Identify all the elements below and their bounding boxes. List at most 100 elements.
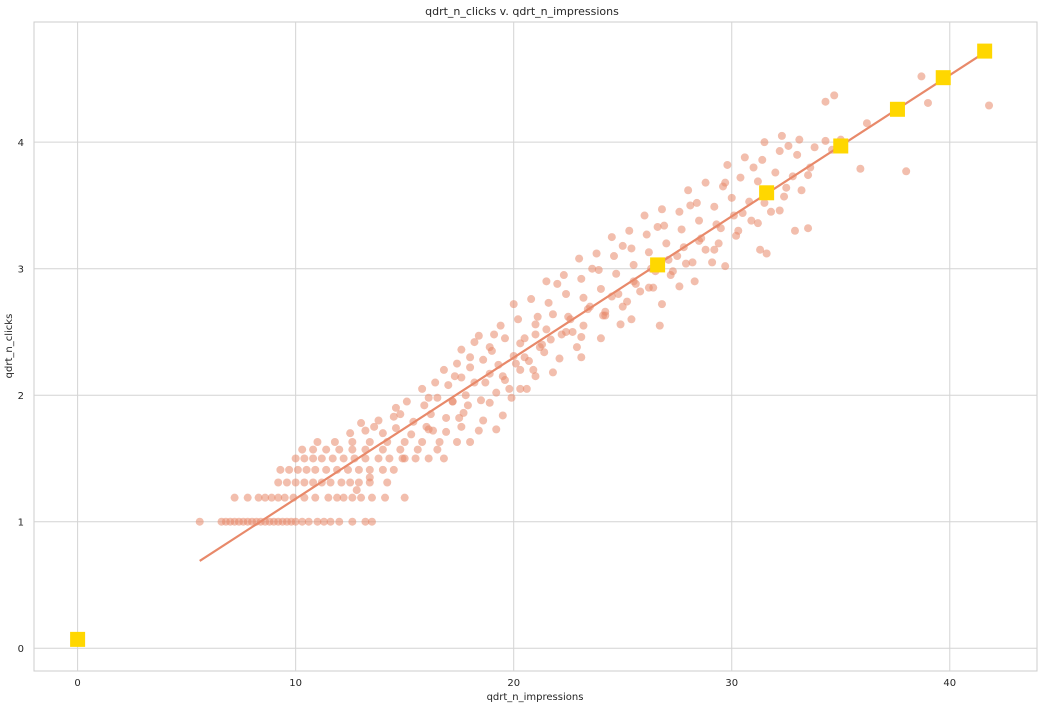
data-point	[492, 425, 501, 434]
data-point	[396, 445, 405, 454]
data-point	[276, 465, 285, 474]
data-point	[280, 493, 289, 502]
data-point	[542, 277, 551, 286]
data-point	[322, 465, 331, 474]
data-point	[346, 478, 355, 487]
data-point	[396, 410, 405, 419]
data-point	[766, 207, 775, 216]
data-point	[784, 141, 793, 150]
data-point	[527, 295, 536, 304]
y-tick-label: 3	[18, 265, 24, 276]
data-point	[596, 334, 605, 343]
data-point	[695, 216, 704, 225]
data-point	[370, 422, 379, 431]
data-point	[291, 517, 300, 526]
data-point	[688, 258, 697, 267]
data-point	[474, 426, 483, 435]
data-point	[520, 353, 529, 362]
data-point	[675, 282, 684, 291]
data-point	[599, 311, 608, 320]
data-point	[298, 445, 307, 454]
data-point	[821, 97, 830, 106]
data-point	[282, 478, 291, 487]
data-point	[300, 478, 309, 487]
data-point	[856, 164, 865, 173]
data-point	[457, 373, 466, 382]
data-point	[531, 330, 540, 339]
data-point	[439, 454, 448, 463]
data-point	[385, 454, 394, 463]
data-point	[274, 493, 283, 502]
data-point	[548, 310, 557, 319]
data-point	[708, 258, 717, 267]
bin-marker	[889, 101, 905, 117]
data-point	[453, 359, 462, 368]
data-point	[505, 384, 514, 393]
data-point	[291, 454, 300, 463]
data-point	[348, 517, 357, 526]
data-point	[431, 378, 440, 387]
data-point	[357, 419, 366, 428]
x-tick-label: 10	[289, 678, 302, 689]
data-point	[657, 205, 666, 214]
data-point	[681, 259, 690, 268]
data-point	[433, 445, 442, 454]
data-point	[498, 411, 507, 420]
data-point	[479, 416, 488, 425]
bin-marker	[833, 138, 849, 154]
data-point	[588, 264, 597, 273]
data-point	[533, 312, 542, 321]
data-point	[400, 438, 409, 447]
data-point	[309, 478, 318, 487]
x-tick-label: 40	[943, 678, 956, 689]
data-point	[662, 239, 671, 248]
data-point	[367, 493, 376, 502]
data-point	[313, 517, 322, 526]
data-point	[790, 226, 799, 235]
data-point	[542, 325, 551, 334]
data-point	[424, 393, 433, 402]
data-point	[544, 298, 553, 307]
data-point	[548, 368, 557, 377]
data-point	[760, 198, 769, 207]
bin-marker	[759, 185, 775, 201]
data-point	[374, 454, 383, 463]
data-point	[629, 260, 638, 269]
data-point	[243, 493, 252, 502]
data-point	[498, 372, 507, 381]
y-tick-label: 1	[18, 518, 24, 529]
data-point	[579, 293, 588, 302]
data-point	[333, 493, 342, 502]
y-axis-label: qdrt_n_clicks	[4, 314, 15, 379]
data-point	[753, 219, 762, 228]
data-point	[304, 517, 313, 526]
data-point	[555, 354, 564, 363]
data-point	[195, 517, 204, 526]
data-point	[328, 454, 337, 463]
data-point	[923, 98, 932, 107]
data-point	[302, 465, 311, 474]
data-point	[389, 465, 398, 474]
data-point	[435, 438, 444, 447]
data-point	[391, 403, 400, 412]
x-tick-label: 20	[507, 678, 520, 689]
data-point	[442, 413, 451, 422]
data-point	[418, 384, 427, 393]
x-tick-label: 0	[74, 678, 80, 689]
data-point	[378, 465, 387, 474]
data-point	[490, 330, 499, 339]
data-point	[734, 226, 743, 235]
fit-line	[199, 50, 988, 562]
data-point	[775, 147, 784, 156]
data-point	[365, 465, 374, 474]
data-point	[771, 168, 780, 177]
data-point	[740, 153, 749, 162]
data-point	[644, 283, 653, 292]
data-point	[710, 202, 719, 211]
data-point	[862, 119, 871, 128]
data-point	[457, 345, 466, 354]
data-point	[572, 343, 581, 352]
x-tick-label: 30	[725, 678, 738, 689]
data-point	[324, 493, 333, 502]
